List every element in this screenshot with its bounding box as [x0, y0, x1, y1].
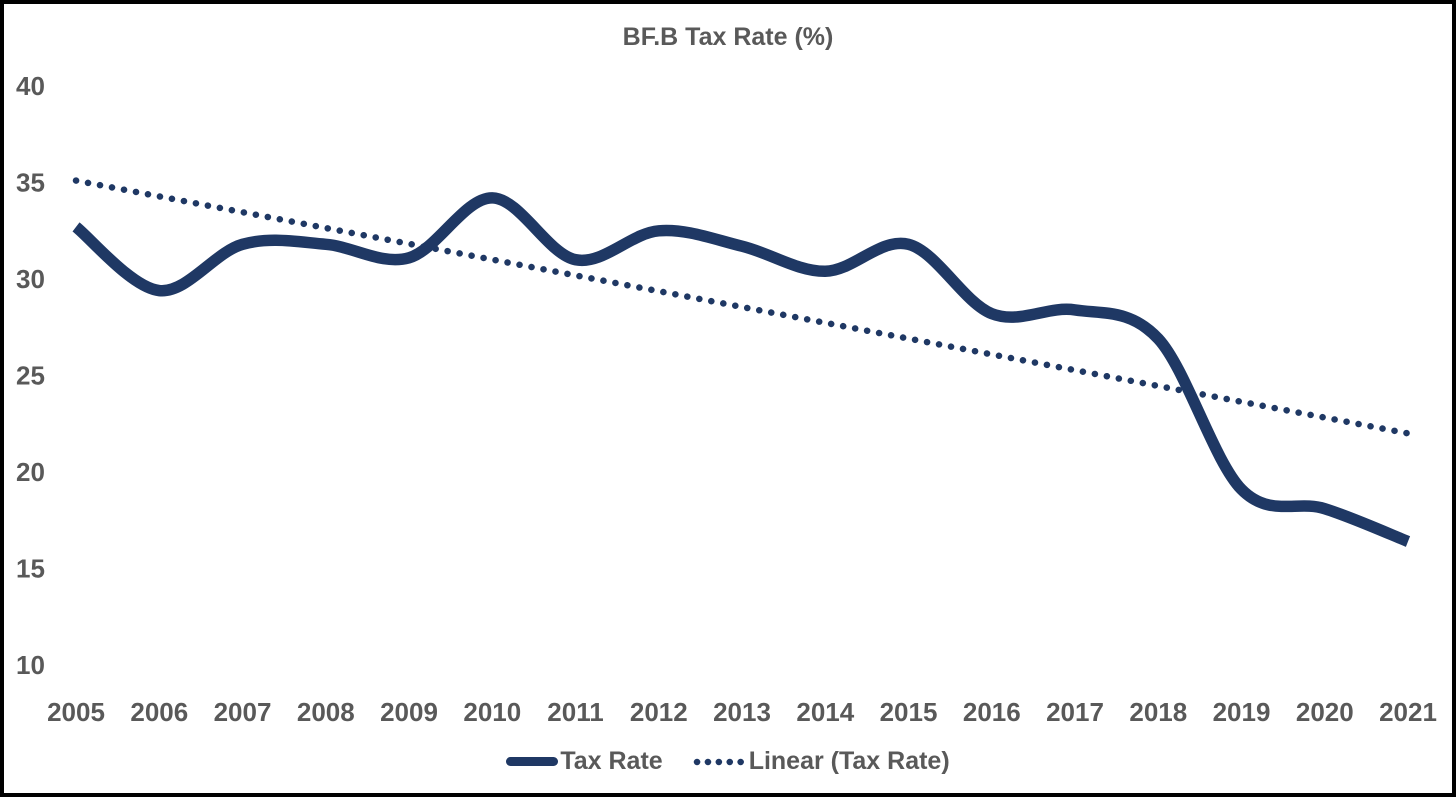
x-axis-label: 2013 — [713, 697, 771, 727]
legend-item-tax-rate: Tax Rate — [506, 747, 663, 776]
chart-legend: Tax Rate Linear (Tax Rate) — [4, 747, 1452, 776]
x-axis-label: 2009 — [380, 697, 438, 727]
linear-trendline — [72, 177, 1412, 437]
x-axis-label: 2010 — [463, 697, 521, 727]
x-axis-label: 2012 — [630, 697, 688, 727]
x-axis-label: 2011 — [547, 697, 603, 727]
dotted-line-swatch-icon — [693, 758, 745, 765]
tax-rate-line — [72, 192, 1411, 547]
x-axis-label: 2015 — [880, 697, 938, 727]
chart-title: BF.B Tax Rate (%) — [622, 23, 834, 51]
y-axis-label: 15 — [16, 554, 45, 584]
legend-label-tax-rate: Tax Rate — [560, 747, 663, 775]
x-axis-label: 2021 — [1379, 697, 1437, 727]
x-axis-label: 2006 — [130, 697, 188, 727]
x-axis-label: 2016 — [963, 697, 1021, 727]
x-axis-label: 2005 — [47, 697, 105, 727]
y-axis-label: 20 — [16, 457, 45, 487]
y-axis-label: 30 — [16, 264, 45, 294]
y-axis-label: 10 — [16, 650, 45, 680]
x-axis-label: 2019 — [1213, 697, 1271, 727]
x-axis-label: 2018 — [1129, 697, 1187, 727]
x-axis-label: 2020 — [1296, 697, 1354, 727]
x-axis-label: 2017 — [1046, 697, 1104, 727]
x-axis-label: 2007 — [214, 697, 272, 727]
solid-line-swatch-icon — [506, 757, 559, 766]
y-axis-label: 40 — [16, 71, 45, 101]
legend-label-linear-trendline: Linear (Tax Rate) — [748, 747, 950, 775]
legend-item-linear-trendline: Linear (Tax Rate) — [693, 747, 950, 776]
x-axis-label: 2008 — [297, 697, 355, 727]
x-axis-label: 2014 — [796, 697, 854, 727]
y-axis-label: 25 — [16, 361, 45, 391]
y-axis-label: 35 — [16, 168, 45, 198]
